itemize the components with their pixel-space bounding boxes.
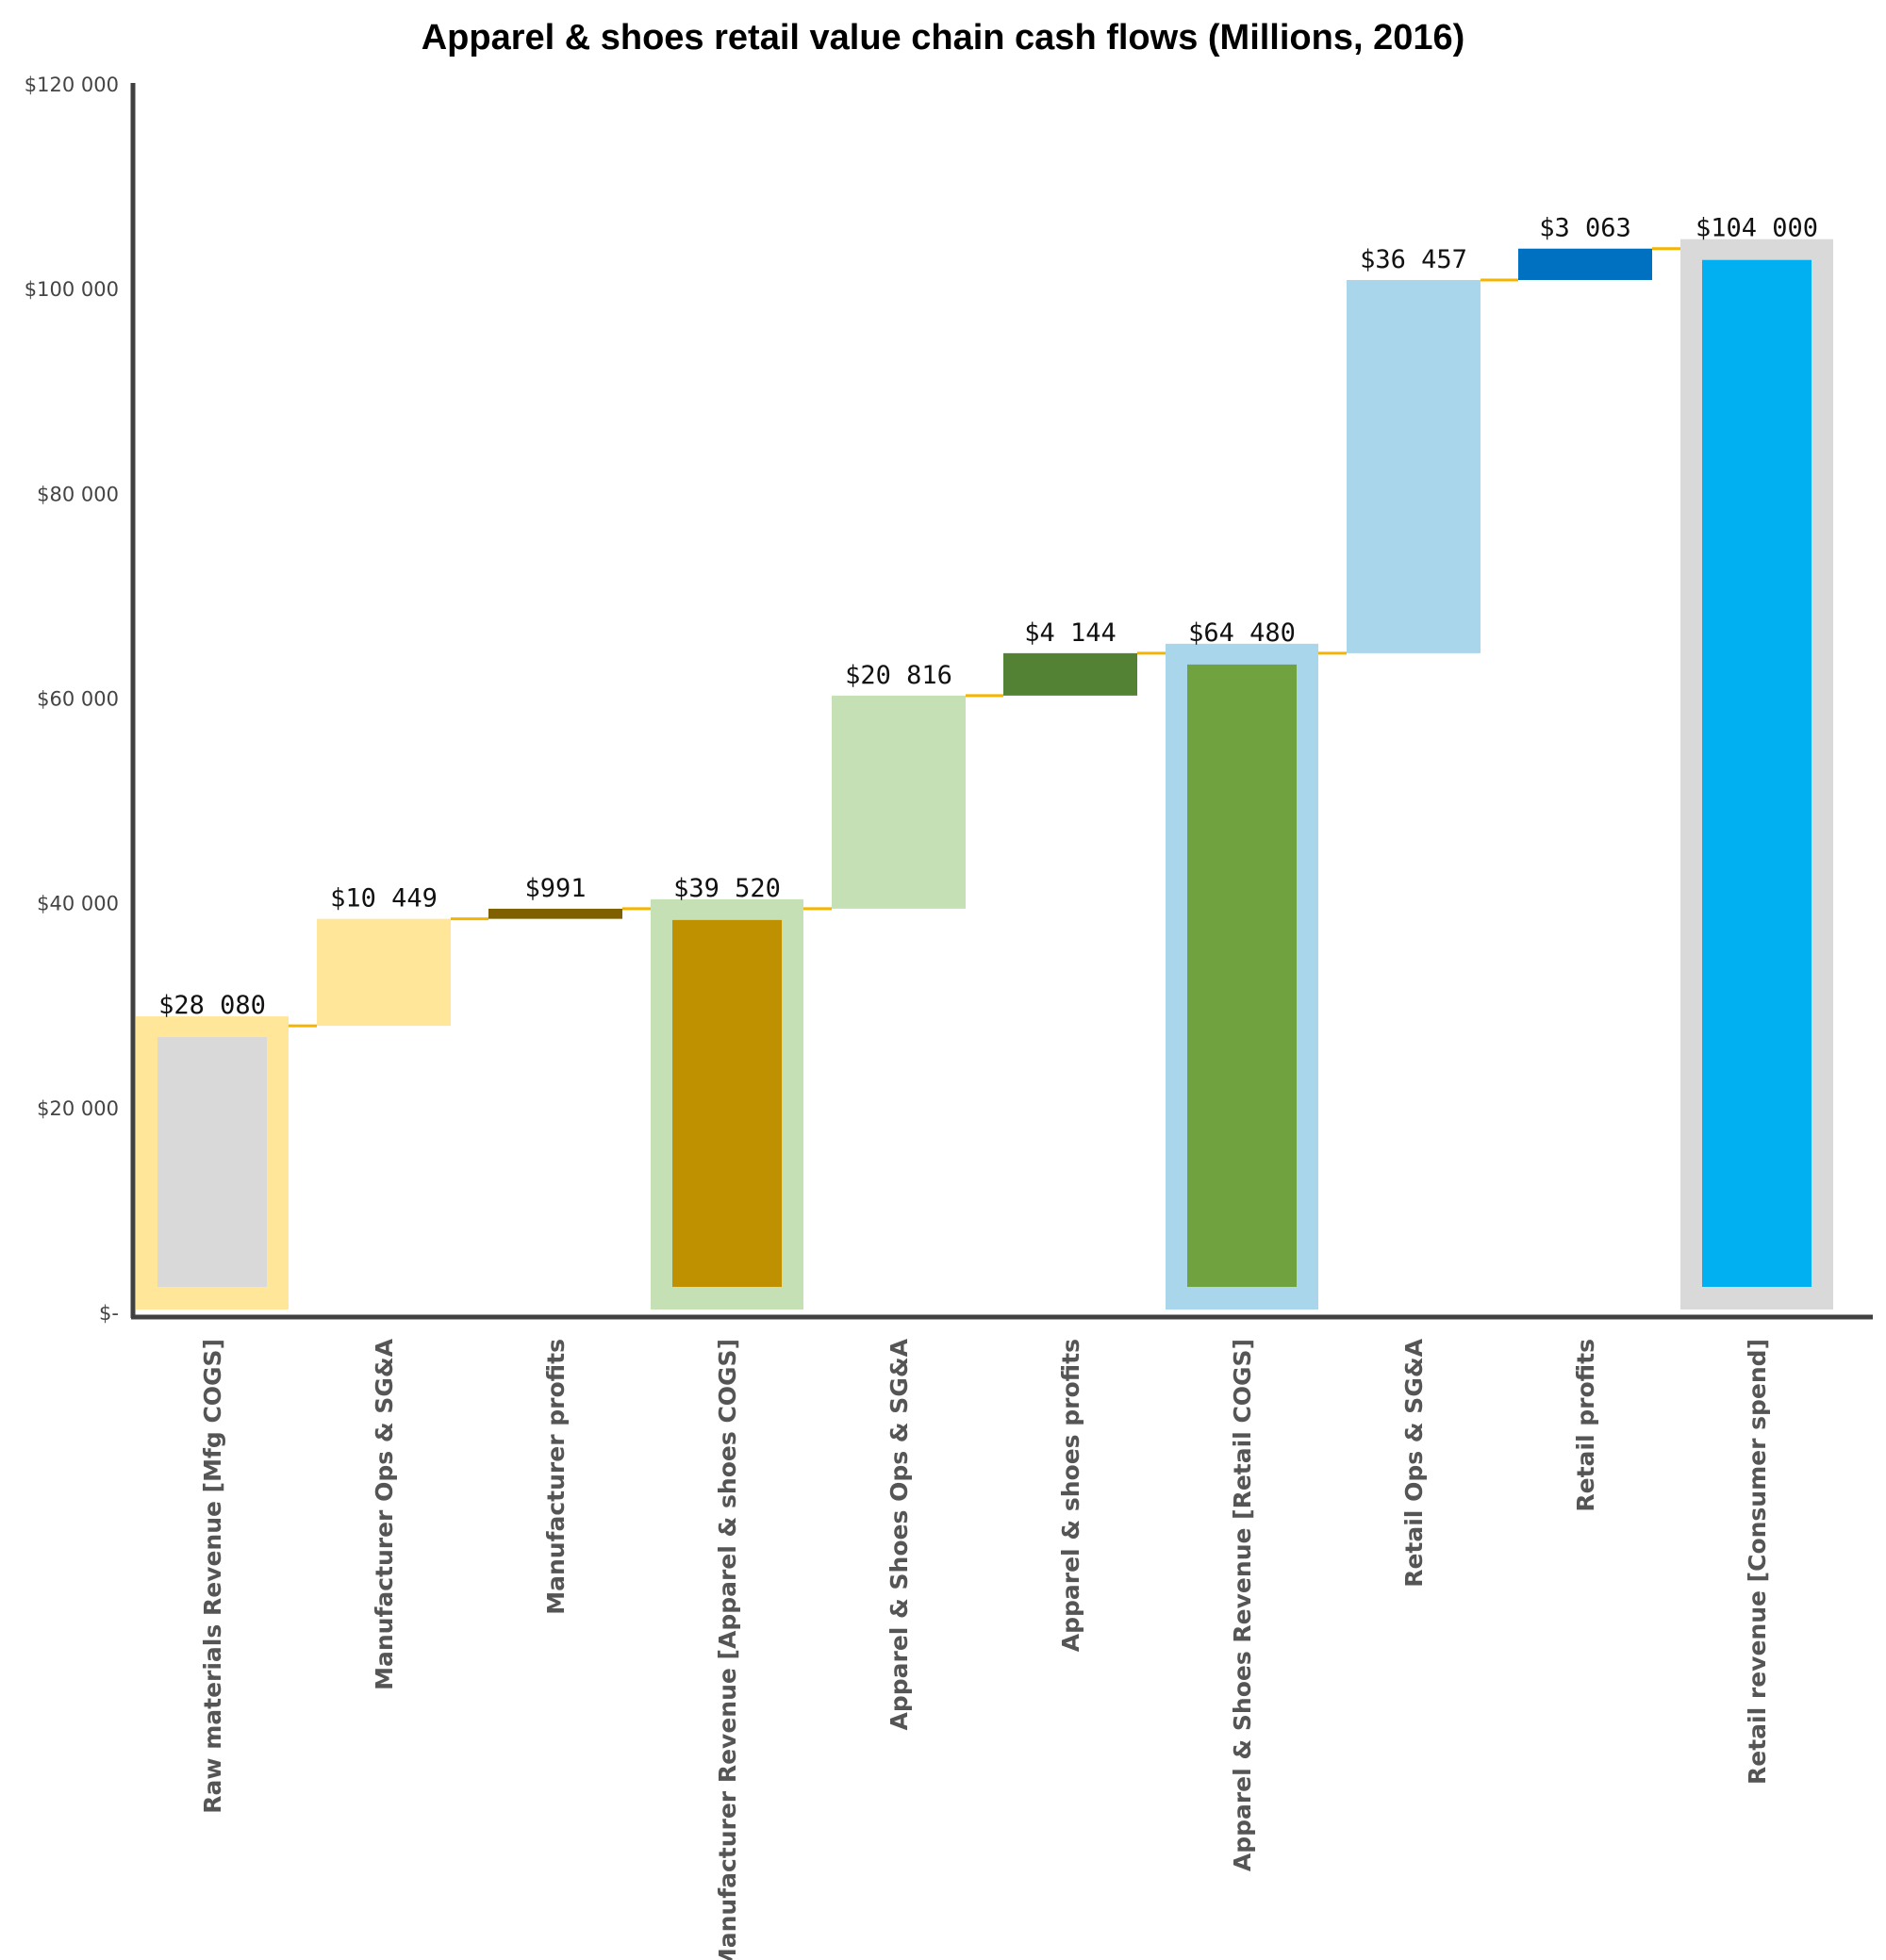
- data-label: $28 080: [158, 991, 266, 1020]
- bar: [1702, 259, 1812, 1287]
- x-tick-label: Retail Ops & SG&A: [1400, 1338, 1428, 1587]
- y-tick-label: $20 000: [37, 1097, 119, 1120]
- chart-title: Apparel & shoes retail value chain cash …: [422, 18, 1465, 58]
- x-tick-label: Raw materials Revenue [Mfg COGS]: [199, 1339, 226, 1814]
- bar: [1347, 279, 1481, 653]
- connector-lines: [289, 247, 1680, 1028]
- bars: [136, 239, 1833, 1309]
- x-tick-label: Apparel & Shoes Ops & SG&A: [885, 1338, 913, 1730]
- y-tick-label: $120 000: [25, 74, 119, 96]
- y-tick-label: $100 000: [25, 278, 119, 301]
- y-tick-label: $40 000: [37, 893, 119, 915]
- y-tick-label: $-: [99, 1302, 119, 1325]
- bar: [1518, 248, 1652, 280]
- data-label: $991: [524, 874, 586, 903]
- bar: [832, 695, 966, 909]
- bar: [1003, 652, 1137, 696]
- axes: [130, 83, 1873, 1320]
- x-tick-label: Retail revenue [Consumer spend]: [1744, 1339, 1771, 1785]
- data-labels: $28 080 $10 449 $991 $39 520 $20 816 $4 144 $6…: [158, 214, 1818, 1020]
- bar: [1187, 664, 1297, 1287]
- data-label: $3 063: [1539, 214, 1631, 243]
- x-tick-label: Apparel & Shoes Revenue [Retail COGS]: [1229, 1339, 1256, 1871]
- x-axis-labels: Raw materials Revenue [Mfg COGS] Manufact…: [199, 1338, 1771, 1960]
- y-axis-ticks: $- $20 000 $40 000 $60 000 $80 000 $100 000 $1…: [25, 74, 119, 1325]
- x-tick-label: Apparel & shoes profits: [1057, 1339, 1084, 1652]
- bar: [672, 919, 782, 1287]
- x-tick-label: Manufacturer Revenue [Apparel & shoes CO…: [714, 1339, 741, 1960]
- data-label: $10 449: [330, 884, 438, 914]
- x-tick-label: Manufacturer profits: [542, 1339, 570, 1615]
- bar: [488, 908, 622, 919]
- data-label: $39 520: [673, 874, 781, 903]
- data-label: $64 480: [1188, 618, 1296, 648]
- bar: [317, 918, 451, 1027]
- data-label: $36 457: [1360, 245, 1467, 274]
- y-tick-label: $80 000: [37, 483, 119, 505]
- x-tick-label: Manufacturer Ops & SG&A: [371, 1338, 398, 1690]
- y-tick-label: $60 000: [37, 688, 119, 711]
- data-label: $20 816: [845, 661, 952, 690]
- data-label: $104 000: [1696, 214, 1818, 243]
- bar: [157, 1037, 267, 1287]
- data-label: $4 144: [1024, 618, 1117, 648]
- x-tick-label: Retail profits: [1572, 1339, 1599, 1512]
